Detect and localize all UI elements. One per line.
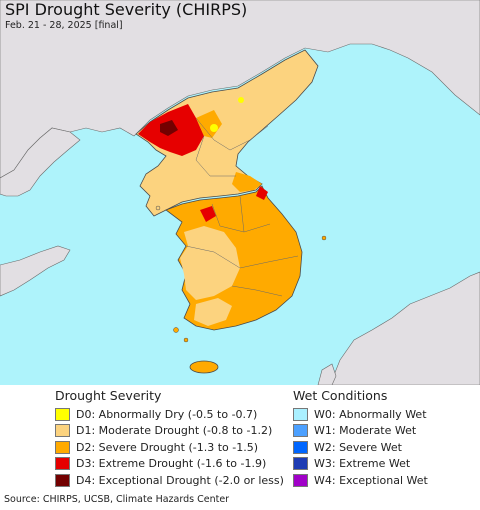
legend-label: W1: Moderate Wet: [314, 424, 417, 438]
legend-swatch: [55, 424, 70, 438]
legend-label: D3: Extreme Drought (-1.6 to -1.9): [76, 457, 267, 471]
sk-d3-patch: [200, 206, 216, 222]
legend-swatch: [293, 473, 308, 487]
legend-label: D0: Abnormally Dry (-0.5 to -0.7): [76, 407, 258, 421]
drought-map: [0, 0, 480, 385]
legend-label: W3: Extreme Wet: [314, 457, 411, 471]
jeju-island: [189, 360, 219, 374]
legend-swatch: [293, 407, 308, 421]
source-credit: Source: CHIRPS, UCSB, Climate Hazards Ce…: [4, 494, 230, 505]
nk-d0-spot-2: [238, 97, 244, 103]
legend-item-d3: D3: Extreme Drought (-1.6 to -1.9): [55, 456, 284, 473]
page-title: SPI Drought Severity (CHIRPS): [5, 0, 248, 19]
legend-label: W4: Exceptional Wet: [314, 473, 428, 487]
legend-label: D1: Moderate Drought (-0.8 to -1.2): [76, 424, 273, 438]
legend-swatch: [293, 457, 308, 471]
island: [173, 327, 179, 333]
legend-item-w2: W2: Severe Wet: [293, 439, 428, 456]
legend-item-d0: D0: Abnormally Dry (-0.5 to -0.7): [55, 406, 284, 423]
nk-d4-spot: [160, 120, 178, 136]
legend-item-w4: W4: Exceptional Wet: [293, 472, 428, 489]
drought-legend: Drought Severity D0: Abnormally Dry (-0.…: [55, 388, 284, 489]
island: [321, 235, 327, 241]
admin-boundaries: [185, 117, 299, 297]
sk-d1-south: [194, 298, 232, 326]
legend-swatch: [55, 473, 70, 487]
legend-item-d1: D1: Moderate Drought (-0.8 to -1.2): [55, 423, 284, 440]
legend-swatch: [55, 440, 70, 454]
legend-swatch: [55, 457, 70, 471]
drought-legend-title: Drought Severity: [55, 388, 162, 403]
legend-item-d4: D4: Exceptional Drought (-2.0 or less): [55, 472, 284, 489]
nk-d0-spot: [210, 124, 218, 132]
legend-swatch: [293, 440, 308, 454]
legend-item-d2: D2: Severe Drought (-1.3 to -1.5): [55, 439, 284, 456]
legend-item-w0: W0: Abnormally Wet: [293, 406, 428, 423]
sk-d3-coast: [256, 186, 268, 200]
legend-swatch: [55, 407, 70, 421]
land-japan-island: [317, 363, 337, 385]
legend-item-w3: W3: Extreme Wet: [293, 456, 428, 473]
legend-swatch: [293, 424, 308, 438]
legend-label: D2: Severe Drought (-1.3 to -1.5): [76, 440, 259, 454]
land-liaodong: [0, 127, 81, 197]
nk-east-d2: [232, 172, 262, 192]
date-range: Feb. 21 - 28, 2025 [final]: [5, 20, 123, 31]
island: [183, 337, 189, 343]
legend-label: W2: Severe Wet: [314, 440, 402, 454]
legend-label: D4: Exceptional Drought (-2.0 or less): [76, 473, 284, 487]
sk-d1-west: [180, 226, 240, 300]
legend-label: W0: Abnormally Wet: [314, 407, 427, 421]
island: [155, 205, 161, 211]
legend-item-w1: W1: Moderate Wet: [293, 423, 428, 440]
land-japan: [329, 271, 480, 385]
wet-legend: Wet Conditions W0: Abnormally Wet W1: Mo…: [293, 388, 428, 489]
land-shandong: [0, 245, 71, 297]
wet-legend-title: Wet Conditions: [293, 388, 388, 403]
